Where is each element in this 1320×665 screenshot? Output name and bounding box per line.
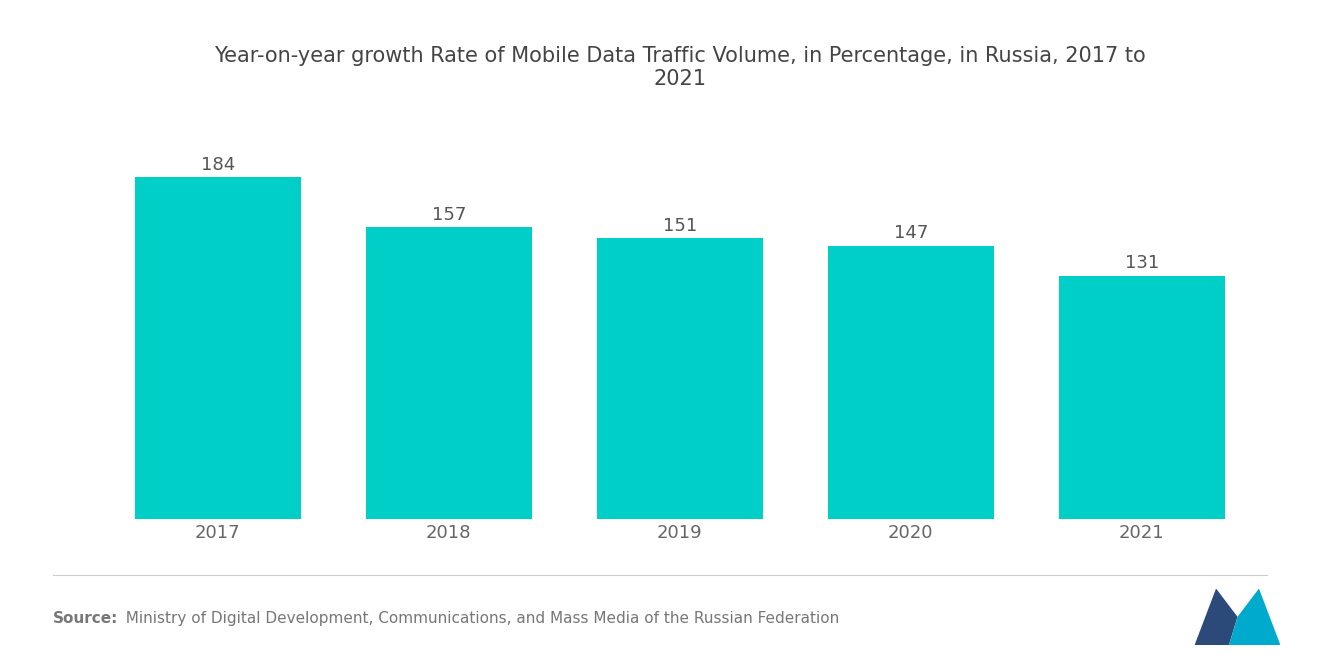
Text: 151: 151 <box>663 217 697 235</box>
Polygon shape <box>1195 589 1238 645</box>
Text: 184: 184 <box>201 156 235 174</box>
Text: 147: 147 <box>894 224 928 242</box>
Text: Source:: Source: <box>53 611 119 626</box>
Bar <box>366 227 532 519</box>
Polygon shape <box>1229 589 1280 645</box>
Text: 157: 157 <box>432 205 466 223</box>
Bar <box>1059 275 1225 519</box>
Text: 131: 131 <box>1125 254 1159 272</box>
Title: Year-on-year growth Rate of Mobile Data Traffic Volume, in Percentage, in Russia: Year-on-year growth Rate of Mobile Data … <box>214 46 1146 89</box>
Text: Ministry of Digital Development, Communications, and Mass Media of the Russian F: Ministry of Digital Development, Communi… <box>116 611 840 626</box>
Bar <box>828 246 994 519</box>
Bar <box>135 178 301 519</box>
Bar <box>597 239 763 519</box>
